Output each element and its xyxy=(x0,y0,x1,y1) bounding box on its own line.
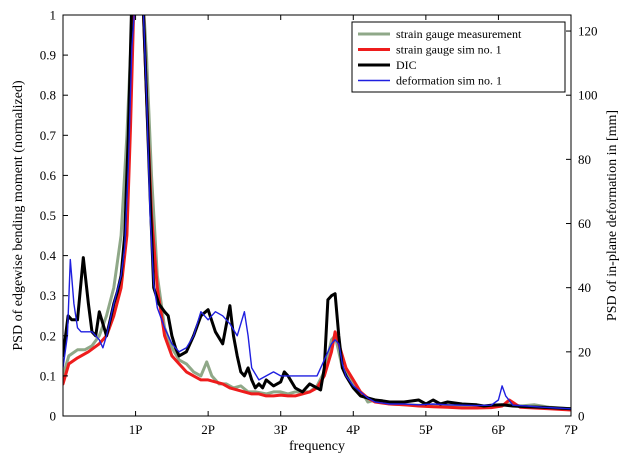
y-tick-label: 0.8 xyxy=(40,88,56,103)
legend-label: DIC xyxy=(396,58,417,72)
y-tick-label: 0.1 xyxy=(40,368,56,383)
y2-tick-label: 100 xyxy=(578,88,598,103)
legend: strain gauge measurement strain gauge sim… xyxy=(351,21,566,93)
x-axis-label: frequency xyxy=(289,439,345,454)
series-layer xyxy=(63,15,571,412)
legend-label: strain gauge sim no. 1 xyxy=(396,43,502,57)
y-tick-label: 0.7 xyxy=(40,128,57,143)
y2-tick-label: 40 xyxy=(578,280,591,295)
y-tick-label: 0.9 xyxy=(40,48,56,63)
y2-tick-label: 80 xyxy=(578,152,591,167)
ticks-layer: 1P 2P 3P 4P 5P 6P 7P00.10.20.30.40.50.60.70.80… xyxy=(40,8,598,438)
x-tick-label: 2P xyxy=(201,422,215,437)
y2-tick-label: 60 xyxy=(578,216,591,231)
y-tick-label: 0.4 xyxy=(40,248,57,263)
y2-tick-label: 20 xyxy=(578,344,591,359)
y2-axis-label: PSD of in-plane deformation in [mm] xyxy=(605,110,620,321)
x-tick-label: 4P xyxy=(346,422,360,437)
x-tick-label: 3P xyxy=(274,422,288,437)
y2-tick-label: 0 xyxy=(578,409,585,424)
y2-tick-label: 120 xyxy=(578,24,598,39)
y-tick-label: 0 xyxy=(50,409,57,424)
y-tick-label: 0.3 xyxy=(40,288,56,303)
x-tick-label: 1P xyxy=(129,422,143,437)
series-line-4 xyxy=(63,15,571,410)
y-tick-label: 0.6 xyxy=(40,168,57,183)
legend-label: strain gauge measurement xyxy=(396,27,522,41)
y-tick-label: 0.2 xyxy=(40,328,56,343)
legend-label: deformation sim no. 1 xyxy=(396,74,502,88)
y-tick-label: 0.5 xyxy=(40,208,56,223)
x-tick-label: 5P xyxy=(419,422,433,437)
x-tick-label: 7P xyxy=(564,422,578,437)
y-tick-label: 1 xyxy=(50,8,57,23)
y-axis-label: PSD of edgewise bending moment (normaliz… xyxy=(11,80,26,351)
x-tick-label: 6P xyxy=(492,422,506,437)
